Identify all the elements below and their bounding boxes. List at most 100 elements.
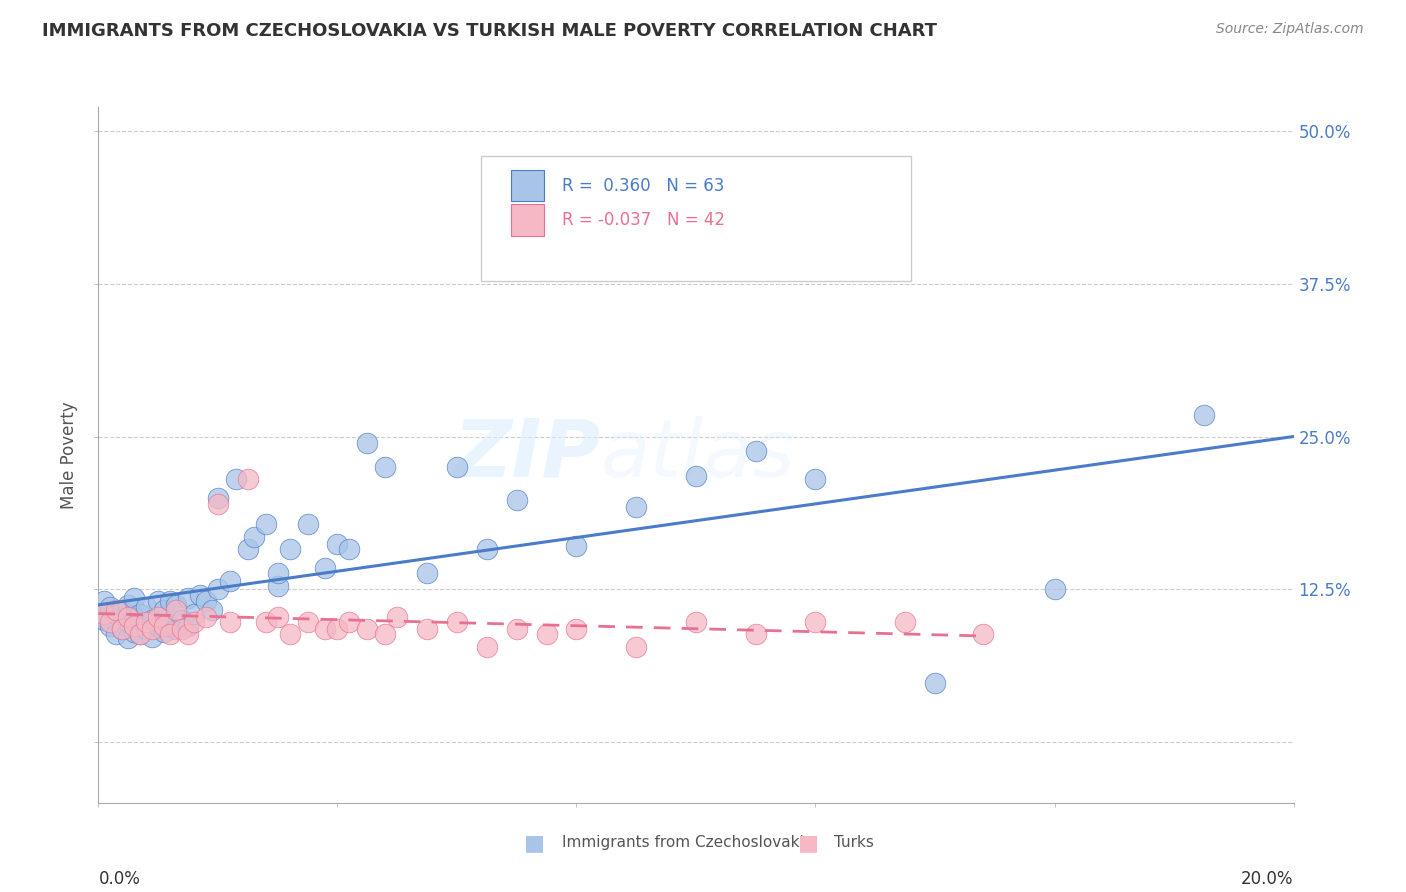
Point [565,540,588,554]
Point [374,460,396,475]
Point [267,578,290,592]
Point [177,619,200,633]
Point [339,615,360,629]
Point [148,619,170,633]
Point [124,609,146,624]
Point [745,444,768,458]
FancyBboxPatch shape [510,169,544,201]
Point [745,627,768,641]
Point [804,615,827,629]
Point [129,607,152,621]
Point [148,594,170,608]
Point [339,541,360,556]
Point [374,627,396,641]
Text: R =  0.360   N = 63: R = 0.360 N = 63 [562,177,724,194]
Point [172,623,194,637]
FancyBboxPatch shape [510,204,544,235]
Point [195,594,218,608]
Point [356,623,378,637]
Text: ZIP: ZIP [453,416,600,494]
Point [172,613,194,627]
Point [135,623,157,637]
Point [972,627,994,641]
Point [267,610,290,624]
Text: 20.0%: 20.0% [1241,870,1294,888]
Point [685,468,707,483]
Point [894,615,917,629]
Point [1192,408,1215,422]
Point [326,623,349,637]
Point [165,603,187,617]
Point [159,627,181,641]
Text: ■: ■ [799,833,818,853]
Text: R = -0.037   N = 42: R = -0.037 N = 42 [562,211,725,228]
Point [153,624,176,639]
Point [385,610,409,624]
Text: Source: ZipAtlas.com: Source: ZipAtlas.com [1216,22,1364,37]
Point [506,623,529,637]
Point [105,603,128,617]
Point [100,600,122,615]
Point [416,566,439,581]
Point [165,598,187,612]
Point [195,610,218,624]
Point [141,623,163,637]
Point [117,598,139,612]
Point [135,615,157,629]
Point [201,603,224,617]
Point [685,615,707,629]
Point [159,619,181,633]
Point [135,600,157,615]
Point [93,594,115,608]
Point [117,615,139,629]
Text: atlas: atlas [600,416,796,494]
Point [267,566,290,581]
Text: Immigrants from Czechoslovakia: Immigrants from Czechoslovakia [562,836,814,850]
Point [219,615,242,629]
Point [111,623,134,637]
Point [117,610,139,624]
Point [924,676,946,690]
Point [446,460,468,475]
Point [207,491,229,505]
Point [148,610,170,624]
Point [165,623,187,637]
Point [243,530,266,544]
Point [129,627,152,641]
Point [105,607,128,621]
Point [124,619,146,633]
Point [219,574,242,588]
Text: IMMIGRANTS FROM CZECHOSLOVAKIA VS TURKISH MALE POVERTY CORRELATION CHART: IMMIGRANTS FROM CZECHOSLOVAKIA VS TURKIS… [42,22,938,40]
Point [1043,582,1066,597]
Text: 0.0%: 0.0% [98,870,141,888]
Point [93,607,115,621]
Point [183,615,205,629]
Point [141,630,163,644]
Point [111,603,134,617]
Point [315,623,337,637]
Point [356,435,378,450]
Point [124,624,146,639]
Point [475,541,498,556]
Point [183,607,205,621]
Point [105,627,128,641]
Point [100,615,122,629]
Point [416,623,439,637]
Point [475,640,498,654]
Text: ■: ■ [524,833,544,853]
Point [236,472,259,486]
Point [297,615,319,629]
Point [225,472,247,486]
Point [177,591,200,605]
Point [100,619,122,633]
Point [254,615,277,629]
Point [626,640,648,654]
Point [626,500,648,515]
Point [207,497,229,511]
Point [93,613,115,627]
Point [129,627,152,641]
Point [153,619,176,633]
Point [236,541,259,556]
Point [278,627,301,641]
Point [177,627,200,641]
